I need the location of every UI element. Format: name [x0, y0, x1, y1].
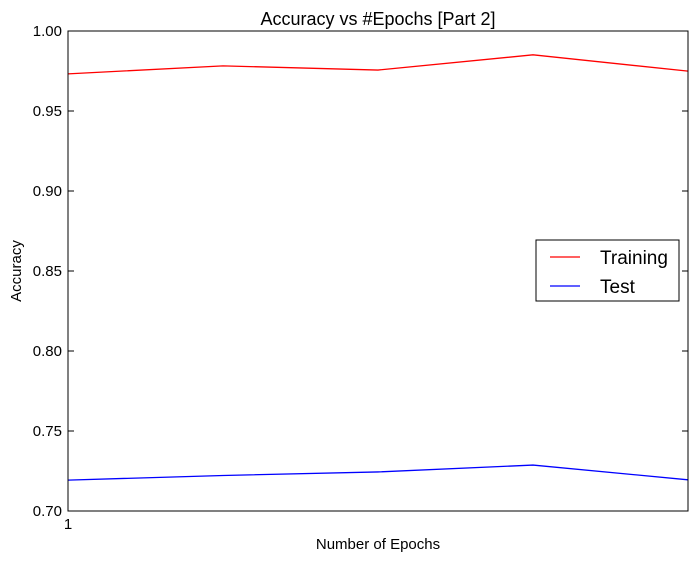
legend-label-test: Test — [600, 277, 636, 298]
axes-frame — [67, 30, 689, 512]
x-axis-label: Number of Epochs — [316, 536, 440, 553]
y-tick-label: 0.80 — [33, 343, 62, 360]
y-tick-label: 0.90 — [33, 183, 62, 200]
y-tick-label: 1.00 — [33, 23, 62, 40]
chart-title: Accuracy vs #Epochs [Part 2] — [260, 9, 495, 29]
legend-label-training: Training — [600, 248, 668, 269]
x-tick-label: 1 — [64, 516, 72, 533]
plot-area: 0.70 0.75 0.80 0.85 0.90 0.95 1.00 1 — [33, 23, 689, 533]
series-line-test — [67, 464, 689, 481]
y-tick-label: 0.75 — [33, 423, 62, 440]
y-tick-label: 0.95 — [33, 103, 62, 120]
series-line-training — [67, 54, 689, 75]
y-tick-label: 0.85 — [33, 263, 62, 280]
y-tick-label: 0.70 — [33, 503, 62, 520]
y-axis-label: Accuracy — [8, 240, 25, 302]
legend-box — [535, 239, 680, 302]
legend: Training Test — [535, 239, 680, 302]
